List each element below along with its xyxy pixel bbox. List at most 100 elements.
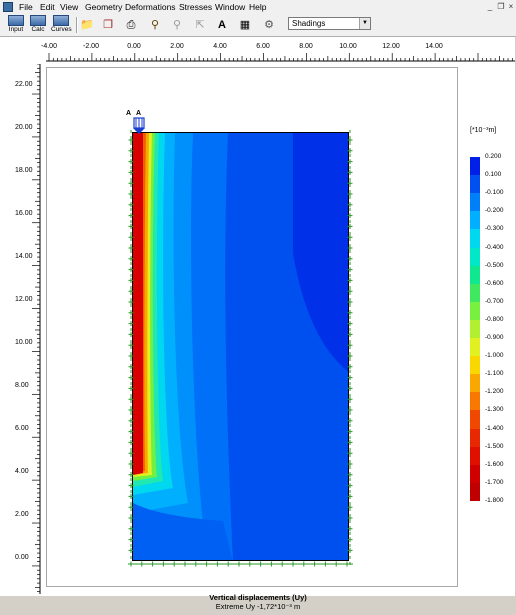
legend-label: -0.500: [485, 261, 504, 269]
x-tick-label: 4.00: [213, 43, 227, 50]
legend-swatch: [470, 410, 480, 429]
contour-band: [133, 133, 143, 475]
legend-label: -1.600: [485, 460, 504, 468]
legend-label: -0.300: [485, 225, 504, 233]
legend-swatch: [470, 319, 480, 339]
y-tick-label: 4.00: [15, 468, 29, 475]
legend-swatch: [470, 464, 480, 484]
y-tick-label: 22.00: [15, 81, 33, 88]
ruler-left-ticks: [32, 64, 41, 594]
legend-swatch: [470, 428, 480, 448]
extreme-value: Extreme Uy -1,72*10⁻³ m: [215, 602, 301, 611]
x-tick-label: 12.00: [382, 43, 400, 50]
legend-label: -1.100: [485, 370, 504, 378]
reset-view-icon[interactable]: ⇱: [195, 19, 205, 31]
cross-section-icon[interactable]: A: [218, 19, 226, 31]
y-tick-label: 18.00: [15, 167, 33, 174]
view-type-value: Shadings: [292, 19, 326, 28]
zoom-out-icon[interactable]: ⚲: [172, 19, 182, 31]
x-tick-label: 10.00: [339, 43, 357, 50]
y-tick-label: 8.00: [15, 382, 29, 389]
contour-band: [293, 133, 348, 372]
menu-file[interactable]: File: [19, 2, 33, 12]
x-tick-label: 6.00: [256, 43, 270, 50]
legend-swatch: [470, 211, 480, 230]
toolbar: Input Calc Curves 📁 ❐ ⎙ ⚲ ⚲ ⇱ A ▦ ⚙: [0, 14, 516, 37]
menu-edit[interactable]: Edit: [40, 2, 55, 12]
legend-label: -0.800: [485, 315, 504, 323]
menu-geometry[interactable]: Geometry: [85, 2, 123, 12]
legend-label: -1.700: [485, 478, 504, 486]
legend-label: -1.200: [485, 388, 504, 396]
plot-title: Vertical displacements (Uy): [209, 593, 307, 602]
menu-stresses[interactable]: Stresses: [179, 2, 213, 12]
legend-swatch: [470, 229, 480, 248]
restore-icon[interactable]: ❐: [497, 2, 505, 11]
input-button[interactable]: Input: [6, 15, 26, 36]
y-tick-label: 12.00: [15, 296, 33, 303]
menu-window[interactable]: Window: [215, 2, 246, 12]
displacement-contour-plot[interactable]: [132, 132, 349, 561]
menu-bar: File Edit View Geometry Deformations Str…: [0, 0, 516, 15]
contour-band: [133, 503, 233, 560]
legend-label: 0.200: [485, 153, 502, 160]
chevron-down-icon[interactable]: ▼: [359, 18, 370, 29]
minimize-icon[interactable]: _: [487, 2, 493, 11]
legend-label: -1.300: [485, 406, 504, 414]
legend-label: -1.500: [485, 442, 504, 450]
x-tick-label: 14.00: [425, 43, 443, 50]
y-tick-label: 2.00: [15, 511, 29, 518]
ruler-corner: [0, 37, 44, 64]
zoom-in-icon[interactable]: ⚲: [150, 19, 160, 31]
x-tick-label: 8.00: [299, 43, 313, 50]
y-tick-label: 16.00: [15, 210, 33, 217]
legend-swatch: [470, 247, 480, 267]
legend-swatch: [470, 356, 480, 375]
legend-swatch: [470, 283, 480, 303]
contour-shading: [133, 133, 348, 560]
x-tick-label: 2.00: [170, 43, 184, 50]
x-tick-label: -4.00: [41, 43, 57, 50]
legend-label: -1.800: [485, 496, 504, 504]
x-tick-label: -2.00: [83, 43, 99, 50]
y-tick-label: 0.00: [15, 554, 29, 561]
select-points-icon[interactable]: ⚙: [264, 19, 274, 31]
legend-swatch: [470, 265, 480, 285]
y-tick-label: 10.00: [15, 339, 33, 346]
menu-help[interactable]: Help: [249, 2, 267, 12]
print-icon[interactable]: ⎙: [126, 19, 136, 31]
legend-label: -0.200: [485, 207, 504, 215]
legend-label: -1.400: [485, 424, 504, 432]
copy-icon[interactable]: ❐: [103, 19, 113, 31]
view-type-select[interactable]: Shadings ▼: [288, 17, 371, 30]
curves-icon: [53, 15, 69, 26]
legend-label: -0.100: [485, 189, 504, 197]
open-folder-icon[interactable]: 📁: [80, 19, 94, 31]
calc-icon: [30, 15, 46, 26]
status-bar: [0, 611, 516, 615]
input-icon: [8, 15, 24, 26]
ruler-left: [0, 64, 44, 596]
calc-label: Calc: [31, 26, 45, 33]
y-tick-label: 14.00: [15, 253, 33, 260]
legend-swatch: [470, 482, 480, 502]
legend-label: -0.400: [485, 243, 504, 251]
curves-button[interactable]: Curves: [51, 15, 72, 36]
legend-label: -0.600: [485, 279, 504, 287]
table-icon[interactable]: ▦: [239, 19, 251, 31]
close-icon[interactable]: ×: [508, 2, 514, 11]
calc-button[interactable]: Calc: [28, 15, 48, 36]
legend-swatch: [470, 193, 480, 212]
menu-deformations[interactable]: Deformations: [125, 2, 176, 12]
legend-swatch: [470, 446, 480, 466]
x-tick-label: 0.00: [127, 43, 141, 50]
ruler-top: [44, 37, 515, 64]
legend-label: -0.900: [485, 334, 504, 341]
app-icon[interactable]: [3, 2, 13, 12]
legend-swatch: [470, 338, 480, 357]
menu-view[interactable]: View: [60, 2, 79, 12]
legend-swatch: [470, 374, 480, 393]
legend-label: -0.700: [485, 297, 504, 305]
legend-swatch: [470, 301, 480, 321]
y-tick-label: 6.00: [15, 425, 29, 432]
